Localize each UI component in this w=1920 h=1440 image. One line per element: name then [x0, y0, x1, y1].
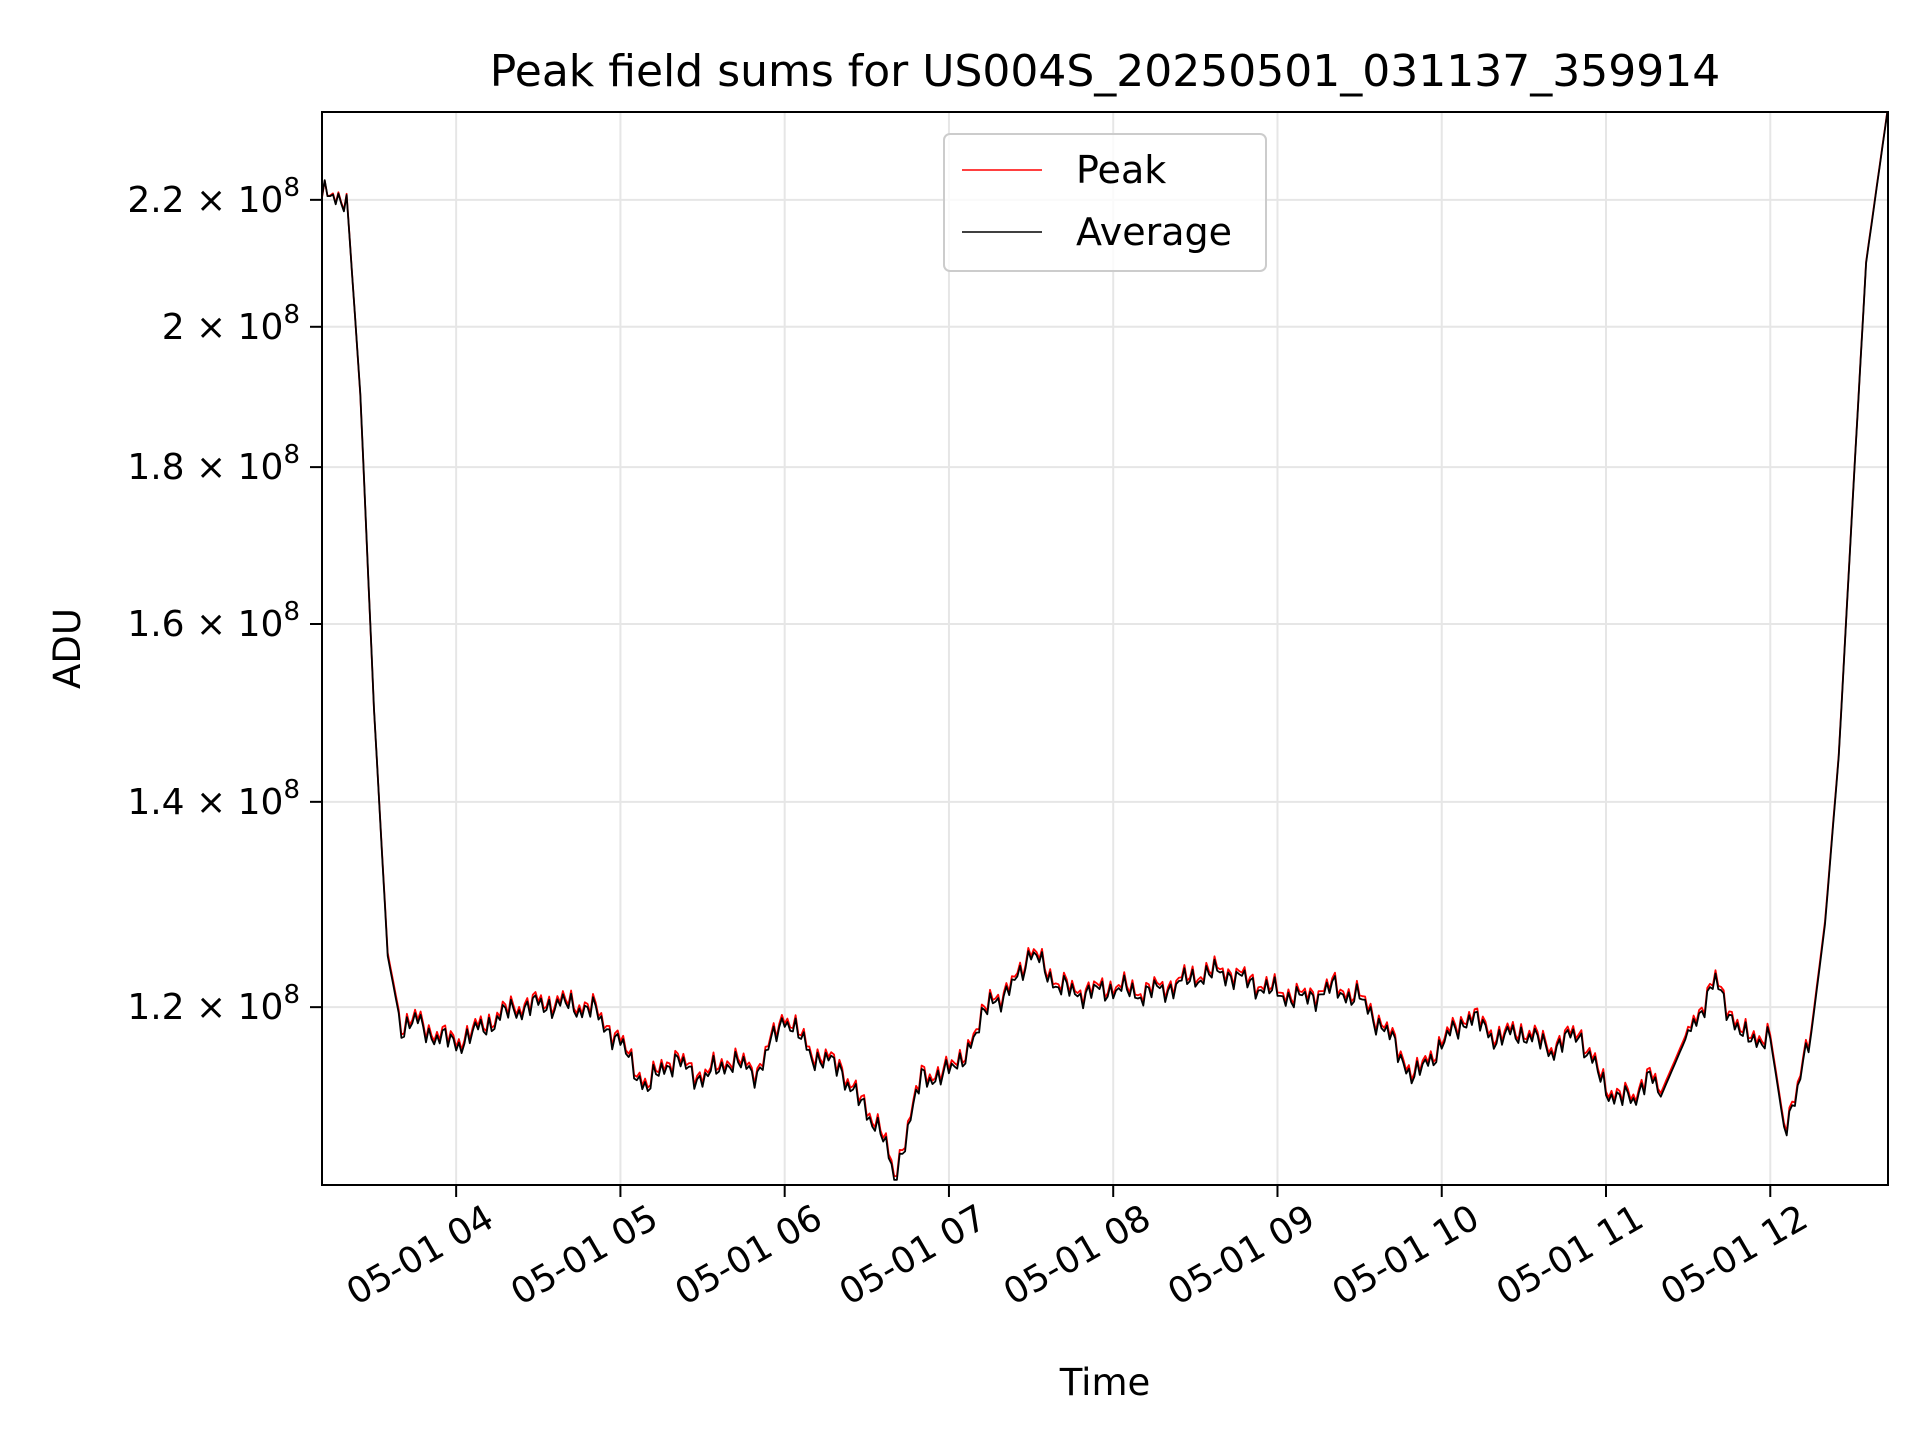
- x-axis-label: Time: [1059, 1361, 1151, 1404]
- chart-title: Peak field sums for US004S_20250501_0311…: [490, 46, 1720, 97]
- series-layer: [322, 112, 1888, 1181]
- x-tick-label: 05-01 08: [997, 1197, 1158, 1313]
- legend-label-average: Average: [1076, 210, 1232, 254]
- x-tick-label: 05-01 06: [669, 1197, 830, 1313]
- x-tick-label: 05-01 11: [1490, 1197, 1651, 1313]
- grid: [322, 112, 1888, 1185]
- x-tick-label: 05-01 12: [1654, 1197, 1815, 1313]
- series-line-average: [322, 112, 1888, 1181]
- x-tick-label: 05-01 09: [1161, 1197, 1322, 1313]
- legend: Peak Average: [943, 133, 1267, 272]
- y-tick-label: 1.2 × 108: [127, 980, 300, 1028]
- y-axis: 1.2 × 108 1.4 × 108 1.6 × 108 1.8 × 108 2 × …: [127, 173, 322, 1028]
- x-tick-label: 05-01 05: [504, 1197, 665, 1313]
- legend-label-peak: Peak: [1076, 148, 1166, 192]
- x-axis: 05-01 04 05-01 05 05-01 06 05-01 07 05-01 08…: [340, 1185, 1815, 1314]
- legend-box: [943, 133, 1267, 272]
- y-tick-label: 1.6 × 108: [127, 597, 300, 645]
- x-tick-label: 05-01 04: [340, 1197, 501, 1313]
- plot-frame: [321, 111, 1889, 1186]
- y-axis-label: ADU: [46, 608, 89, 689]
- y-tick-label: 1.4 × 108: [127, 775, 300, 823]
- y-tick-label: 1.8 × 108: [127, 440, 300, 488]
- y-tick-label: 2.2 × 108: [127, 173, 300, 221]
- x-tick-label: 05-01 10: [1326, 1197, 1487, 1313]
- x-tick-label: 05-01 07: [833, 1197, 994, 1313]
- y-tick-label: 2 × 108: [162, 300, 300, 348]
